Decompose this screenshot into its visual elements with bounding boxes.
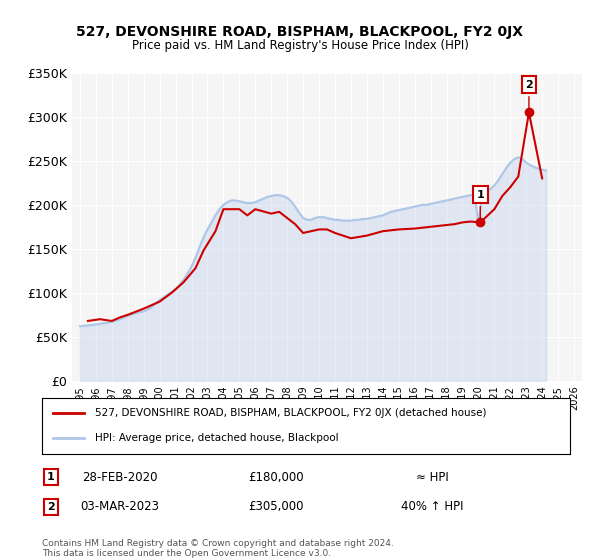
Text: 527, DEVONSHIRE ROAD, BISPHAM, BLACKPOOL, FY2 0JX (detached house): 527, DEVONSHIRE ROAD, BISPHAM, BLACKPOOL… [95, 408, 487, 418]
Text: ≈ HPI: ≈ HPI [416, 470, 448, 484]
Text: £180,000: £180,000 [248, 470, 304, 484]
Text: 2: 2 [525, 80, 533, 110]
Text: 527, DEVONSHIRE ROAD, BISPHAM, BLACKPOOL, FY2 0JX: 527, DEVONSHIRE ROAD, BISPHAM, BLACKPOOL… [77, 25, 523, 39]
Text: Contains HM Land Registry data © Crown copyright and database right 2024.
This d: Contains HM Land Registry data © Crown c… [42, 539, 394, 558]
Text: 1: 1 [476, 190, 484, 220]
Text: 28-FEB-2020: 28-FEB-2020 [82, 470, 158, 484]
Text: HPI: Average price, detached house, Blackpool: HPI: Average price, detached house, Blac… [95, 433, 338, 443]
Text: Price paid vs. HM Land Registry's House Price Index (HPI): Price paid vs. HM Land Registry's House … [131, 39, 469, 52]
Text: 40% ↑ HPI: 40% ↑ HPI [401, 500, 463, 514]
Text: 2: 2 [47, 502, 55, 512]
Text: £305,000: £305,000 [248, 500, 304, 514]
Text: 1: 1 [47, 472, 55, 482]
Text: 03-MAR-2023: 03-MAR-2023 [80, 500, 160, 514]
